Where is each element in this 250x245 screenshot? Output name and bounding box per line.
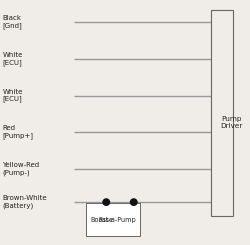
- Circle shape: [103, 199, 110, 205]
- Bar: [94, 213, 119, 227]
- Text: White
[ECU]: White [ECU]: [2, 52, 23, 66]
- Text: Brown-White
(Battery): Brown-White (Battery): [2, 195, 47, 209]
- Text: Red
[Pump+]: Red [Pump+]: [2, 125, 34, 139]
- Bar: [86, 203, 140, 236]
- Text: Fuse: Fuse: [99, 217, 114, 223]
- Bar: [211, 10, 233, 216]
- Text: Black
[Gnd]: Black [Gnd]: [2, 15, 22, 29]
- Circle shape: [130, 199, 137, 205]
- Text: Yellow-Red
(Pump-): Yellow-Red (Pump-): [2, 162, 40, 176]
- Text: White
[ECU]: White [ECU]: [2, 89, 23, 102]
- Text: Boost-a-Pump: Boost-a-Pump: [90, 217, 136, 223]
- Text: Pump
Driver: Pump Driver: [220, 116, 242, 129]
